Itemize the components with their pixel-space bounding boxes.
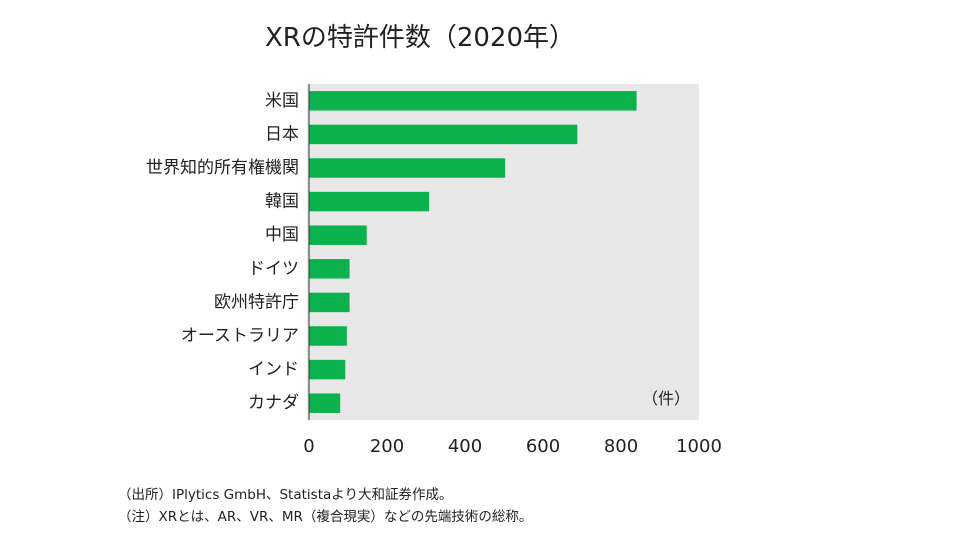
x-tick-label-0: 0 (303, 436, 314, 457)
bar-3 (309, 191, 430, 212)
bar-4 (309, 225, 367, 245)
bar-1 (309, 124, 578, 145)
category-label-0: 米国 (265, 91, 299, 111)
category-label-6: 欧州特許庁 (214, 292, 299, 312)
category-label-1: 日本 (265, 124, 299, 144)
bar-6 (309, 292, 350, 313)
bar-series (309, 91, 637, 413)
category-label-4: 中国 (265, 225, 299, 245)
bar-7 (309, 326, 347, 346)
x-tick-labels: 0 200 400 600 800 1000 (303, 436, 722, 457)
category-label-3: 韓国 (265, 192, 299, 212)
category-label-2: 世界知的所有権機関 (146, 158, 299, 178)
bar-9 (309, 393, 341, 413)
x-tick-label-5: 1000 (676, 436, 722, 457)
chart-title: XRの特許件数（2020年） (264, 23, 576, 53)
x-tick-label-3: 600 (526, 436, 560, 457)
x-tick-label-4: 800 (604, 436, 638, 457)
footnotes: （出所）IPlytics GmbH、Statistaより大和証券作成。 （注）X… (118, 484, 532, 528)
bar-5 (309, 259, 350, 279)
bar-0 (309, 91, 637, 111)
category-label-8: インド (248, 360, 299, 380)
category-label-7: オーストラリア (181, 326, 299, 346)
unit-label: （件） (642, 389, 690, 408)
x-tick-label-2: 400 (448, 436, 482, 457)
bar-2 (309, 158, 506, 178)
category-label-5: ドイツ (248, 259, 299, 279)
bar-8 (309, 359, 346, 380)
definition-note: （注）XRとは、AR、VR、MR（複合現実）などの先端技術の総称。 (118, 509, 533, 525)
x-tick-label-1: 200 (370, 436, 404, 457)
category-label-9: カナダ (248, 393, 299, 413)
source-note: （出所）IPlytics GmbH、Statistaより大和証券作成。 (118, 487, 453, 503)
